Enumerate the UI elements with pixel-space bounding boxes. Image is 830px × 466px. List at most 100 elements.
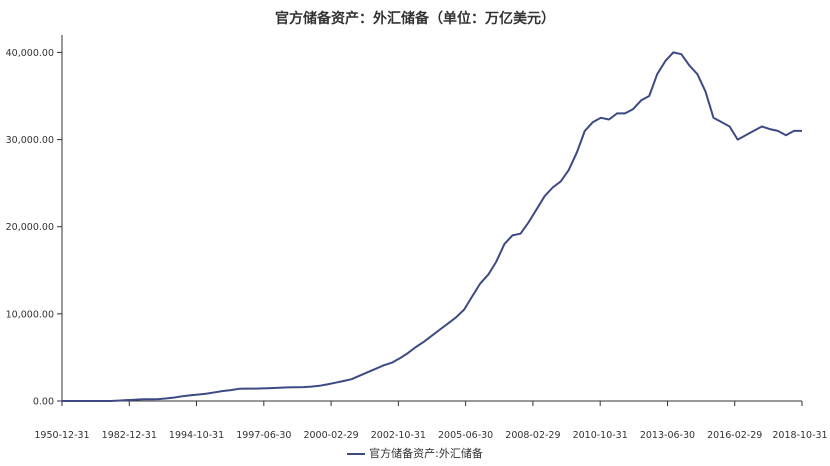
- data-point: [367, 371, 369, 373]
- data-point: [198, 394, 200, 396]
- data-point: [439, 329, 441, 331]
- data-point: [319, 385, 321, 387]
- data-point: [584, 130, 586, 132]
- x-tick-label: 1950-12-31: [34, 430, 89, 441]
- x-tick-label: 2010-10-31: [573, 430, 628, 441]
- x-tick-label: 2013-06-30: [640, 430, 695, 441]
- data-point: [665, 60, 667, 62]
- data-point: [343, 380, 345, 382]
- data-point: [568, 169, 570, 171]
- data-point: [214, 392, 216, 394]
- data-point: [391, 362, 393, 364]
- x-tick-label: 2002-10-31: [371, 430, 426, 441]
- data-point: [705, 91, 707, 93]
- data-point: [455, 317, 457, 319]
- data-point: [512, 235, 514, 237]
- data-point: [544, 195, 546, 197]
- data-point: [536, 209, 538, 211]
- data-point: [150, 398, 152, 400]
- x-tick-label: 2008-02-29: [505, 430, 560, 441]
- data-point: [592, 121, 594, 123]
- data-point: [295, 386, 297, 388]
- data-point: [793, 130, 795, 132]
- data-point: [85, 400, 87, 402]
- data-point: [270, 387, 272, 389]
- data-point: [182, 395, 184, 397]
- data-point: [262, 388, 264, 390]
- data-point: [206, 393, 208, 395]
- data-point: [520, 233, 522, 235]
- data-point: [504, 243, 506, 245]
- data-point: [648, 95, 650, 97]
- data-point: [134, 399, 136, 401]
- data-point: [101, 400, 103, 402]
- data-point: [335, 382, 337, 384]
- data-point: [286, 387, 288, 389]
- x-axis: 1950-12-31 1982-12-31 1994-10-31 1997-06-30…: [34, 400, 828, 441]
- data-point: [753, 130, 755, 132]
- data-point: [656, 73, 658, 75]
- data-point: [785, 134, 787, 136]
- data-point: [69, 400, 71, 402]
- legend-label: 官方储备资产:外汇储备: [369, 447, 483, 460]
- data-point: [769, 128, 771, 130]
- data-point: [190, 395, 192, 397]
- data-point: [737, 139, 739, 141]
- data-point: [327, 384, 329, 386]
- x-tick-label: 2018-10-31: [772, 430, 827, 441]
- data-point: [552, 187, 554, 189]
- data-point: [423, 341, 425, 343]
- x-tick-label: 1997-06-30: [236, 430, 291, 441]
- data-point: [118, 400, 120, 402]
- data-point: [238, 388, 240, 390]
- data-point: [745, 134, 747, 136]
- data-point: [480, 283, 482, 285]
- data-point: [222, 390, 224, 392]
- data-point: [801, 130, 803, 132]
- data-point: [624, 113, 626, 115]
- x-tick-label: 2005-06-30: [438, 430, 493, 441]
- y-tick-label: 40,000.00: [6, 48, 54, 59]
- data-point: [126, 399, 128, 401]
- data-point: [61, 400, 63, 402]
- data-point: [640, 100, 642, 102]
- series-line[interactable]: [62, 51, 802, 402]
- y-tick-label: 10,000.00: [6, 309, 54, 320]
- data-point: [142, 399, 144, 401]
- data-point: [560, 181, 562, 183]
- y-tick-label: 20,000.00: [6, 222, 54, 233]
- data-point: [600, 117, 602, 119]
- y-axis: 0.00 10,000.00 20,000.00 30,000.00 40,000.00: [6, 35, 63, 408]
- data-point: [431, 335, 433, 337]
- data-point: [697, 73, 699, 75]
- data-point: [761, 126, 763, 128]
- data-point: [528, 222, 530, 224]
- data-point: [166, 398, 168, 400]
- data-point: [254, 388, 256, 390]
- x-tick-label: 1982-12-31: [102, 430, 157, 441]
- legend[interactable]: 官方储备资产:外汇储备: [0, 445, 830, 461]
- data-point: [375, 368, 377, 370]
- data-point: [729, 126, 731, 128]
- data-point: [246, 388, 248, 390]
- series-layer: [61, 51, 803, 402]
- data-point: [632, 108, 634, 110]
- data-point: [673, 52, 675, 54]
- data-point: [230, 389, 232, 391]
- data-point: [471, 296, 473, 298]
- x-tick-label: 2000-02-29: [303, 430, 358, 441]
- data-point: [488, 274, 490, 276]
- y-tick-label: 0.00: [33, 397, 54, 408]
- data-point: [399, 358, 401, 360]
- data-point: [496, 261, 498, 263]
- data-point: [407, 352, 409, 354]
- data-point: [158, 398, 160, 400]
- data-point: [311, 386, 313, 388]
- data-point: [576, 152, 578, 154]
- data-point: [174, 397, 176, 399]
- data-point: [415, 346, 417, 348]
- data-point: [713, 117, 715, 119]
- data-point: [777, 130, 779, 132]
- y-tick-label: 30,000.00: [6, 135, 54, 146]
- x-tick-label: 1994-10-31: [169, 430, 224, 441]
